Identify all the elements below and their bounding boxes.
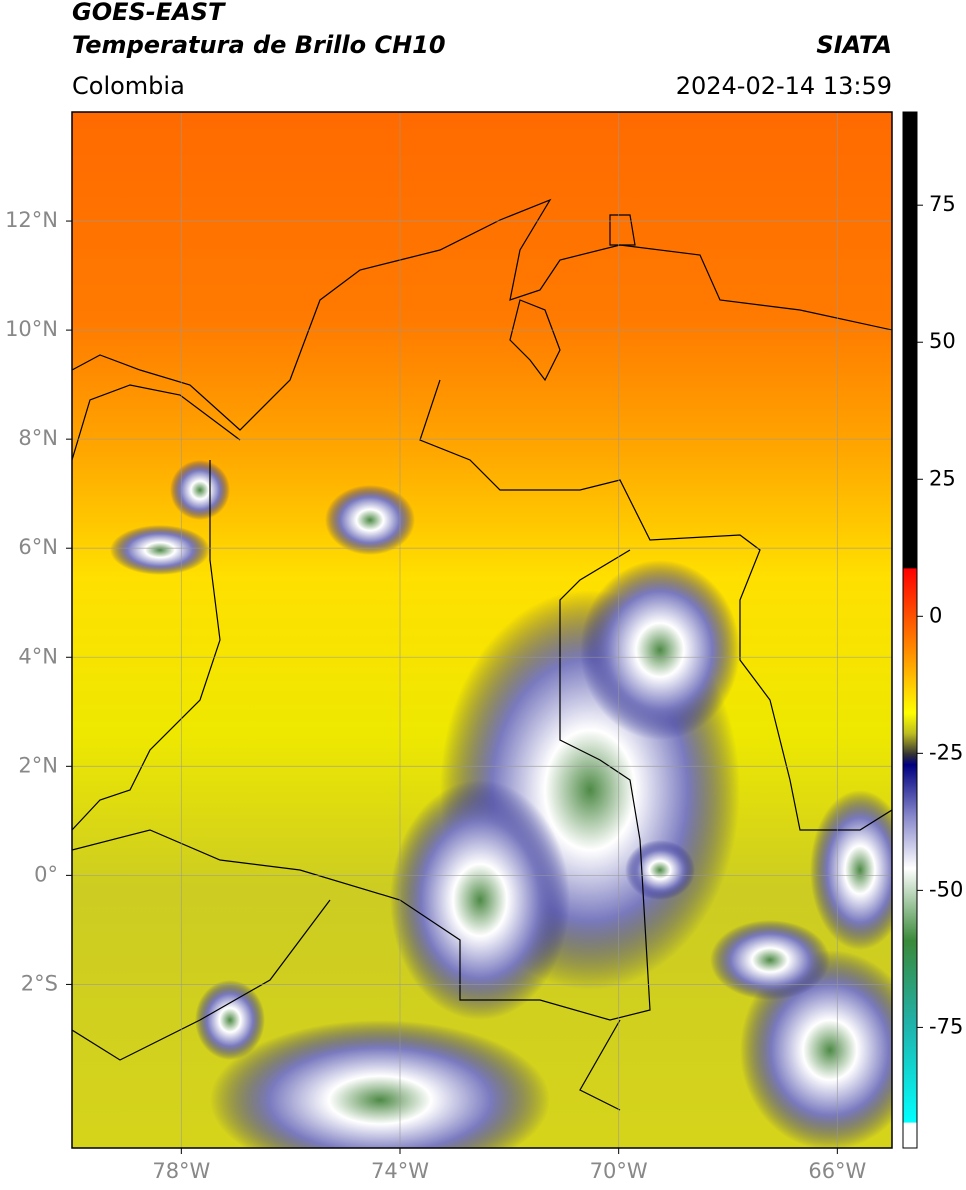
colorbar-tick-label: -75	[929, 1014, 963, 1038]
y-tick-label: 4°N	[18, 644, 58, 668]
y-tick-label: 10°N	[5, 317, 58, 341]
colorbar-tick-label: -50	[929, 877, 963, 901]
graticule	[72, 112, 892, 1148]
colorbar-tick-label: 75	[929, 192, 956, 216]
y-tick-label: 12°N	[5, 208, 58, 232]
x-tick-label: 78°W	[152, 1159, 210, 1183]
y-tick-label: 2°S	[21, 971, 58, 995]
y-tick-label: 0°	[34, 862, 58, 886]
colorbar-tick-label: 50	[929, 329, 956, 353]
colorbar	[902, 111, 918, 1149]
region: Colombia	[72, 72, 185, 100]
borders	[72, 198, 892, 1111]
subtitle: Temperatura de Brillo CH10	[72, 31, 446, 59]
map-frame	[71, 111, 893, 1149]
x-tick-label: 74°W	[371, 1159, 429, 1183]
colorbar-tick-label: 25	[929, 466, 956, 490]
y-tick-label: 8°N	[18, 426, 58, 450]
map-image	[72, 112, 892, 1148]
colorbar-tick-label: 0	[929, 603, 942, 627]
x-tick-label: 66°W	[808, 1159, 866, 1183]
title: GOES-EAST	[72, 0, 226, 26]
source: SIATA	[816, 31, 892, 59]
datetime: 2024-02-14 13:59	[676, 72, 892, 100]
cloud-tops	[110, 460, 892, 1148]
colorbar-tick-label: -25	[929, 740, 963, 764]
y-tick-label: 2°N	[18, 753, 58, 777]
x-tick-label: 70°W	[590, 1159, 648, 1183]
y-tick-label: 6°N	[18, 535, 58, 559]
